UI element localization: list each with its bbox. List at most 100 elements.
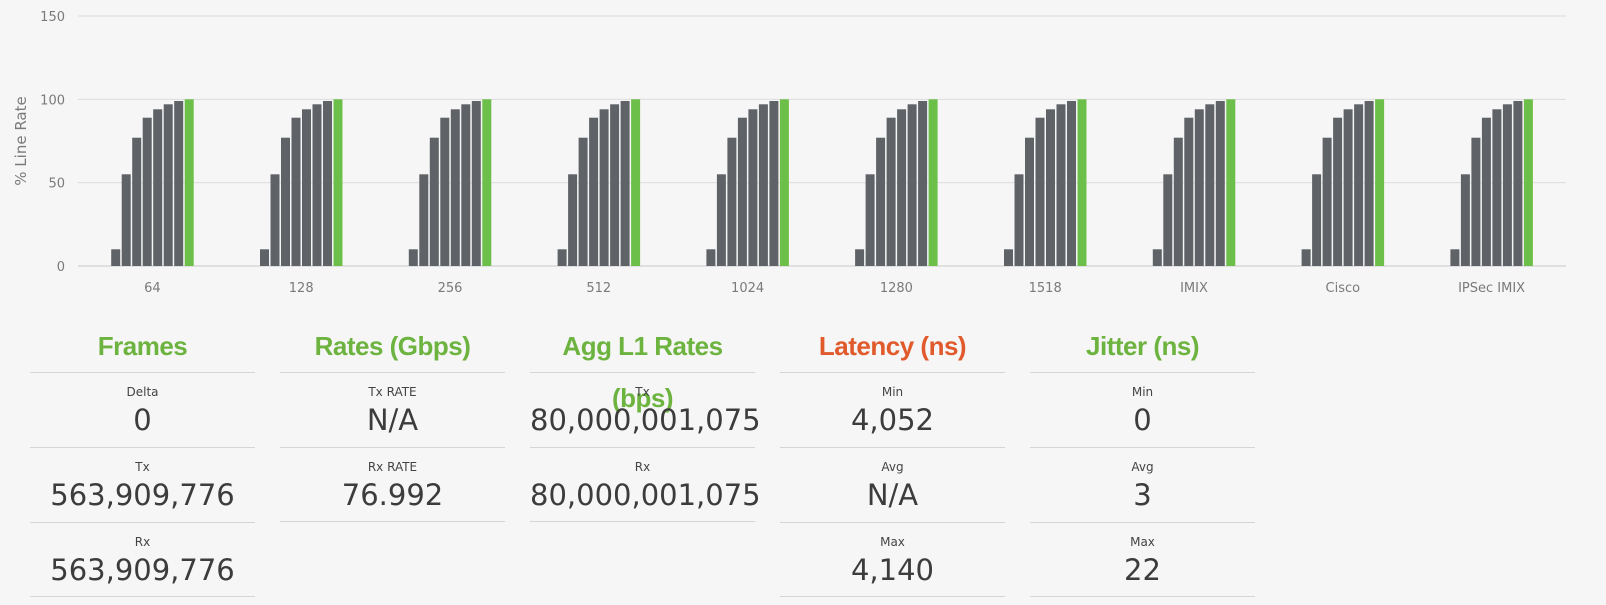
bar-ipsec-imix-3	[1481, 117, 1491, 266]
bar-1024-1	[716, 174, 726, 266]
bar-1518-7	[1077, 99, 1087, 266]
rates-tx-label: Tx RATE	[368, 385, 417, 399]
jitter-min-value: 0	[1133, 403, 1152, 437]
bar-256-5	[461, 104, 471, 266]
bar-1280-2	[876, 137, 886, 266]
bar-1024-6	[769, 101, 779, 266]
bar-256-1	[419, 174, 429, 266]
bar-ipsec-imix-5	[1502, 104, 1512, 266]
jitter-avg-cell: Avg 3	[1030, 447, 1255, 522]
bar-1518-2	[1025, 137, 1034, 266]
frames-tx-cell: Tx 563,909,776	[30, 447, 255, 522]
bar-cisco-3	[1333, 117, 1343, 266]
bar-1024-4	[748, 109, 758, 266]
x-tick-label-256: 256	[438, 281, 463, 296]
bar-1024-7	[779, 99, 789, 266]
latency-avg-cell: Avg N/A	[780, 447, 1005, 522]
bar-ipsec-imix-0	[1450, 249, 1460, 266]
bar-64-7	[184, 99, 194, 266]
x-tick-label-imix: IMIX	[1180, 281, 1208, 296]
jitter-panel: Jitter (ns) Min 0 Avg 3 Max 22	[1030, 320, 1255, 597]
bar-64-1	[121, 174, 131, 266]
bar-512-6	[620, 101, 630, 266]
x-tick-label-128: 128	[289, 281, 314, 296]
latency-min-value: 4,052	[850, 403, 935, 437]
bar-512-0	[557, 249, 567, 266]
bar-1280-6	[918, 101, 928, 266]
y-tick-label-0: 0	[57, 260, 65, 275]
latency-max-label: Max	[880, 535, 905, 549]
bar-ipsec-imix-6	[1513, 101, 1523, 266]
bar-1518-0	[1004, 249, 1013, 266]
bar-1280-5	[907, 104, 917, 266]
latency-min-cell: Min 4,052	[780, 372, 1005, 447]
bar-64-4	[153, 109, 163, 266]
rates-rx-label: Rx RATE	[367, 460, 418, 474]
bar-1024-0	[706, 249, 716, 266]
jitter-title: Jitter (ns)	[1086, 331, 1199, 361]
bar-128-1	[270, 174, 280, 266]
bar-1518-6	[1067, 101, 1076, 266]
bar-1518-3	[1035, 117, 1045, 266]
bar-128-0	[260, 249, 269, 266]
x-tick-label-1518: 1518	[1029, 281, 1062, 296]
x-tick-label-512: 512	[586, 281, 611, 296]
bar-256-2	[429, 137, 439, 266]
bar-cisco-7	[1375, 99, 1385, 266]
stats-section: Frames Delta 0 Tx 563,909,776 Rx 563,909…	[0, 320, 1606, 605]
bar-256-7	[482, 99, 492, 266]
frames-panel: Frames Delta 0 Tx 563,909,776 Rx 563,909…	[30, 320, 255, 597]
agg-rx-cell: Rx 80,000,001,075	[530, 447, 761, 522]
frames-delta-cell: Delta 0	[30, 372, 255, 447]
bar-1518-5	[1056, 104, 1066, 266]
rates-tx-value: N/A	[366, 403, 419, 437]
bar-imix-5	[1205, 104, 1215, 266]
y-axis-label: % Line Rate	[12, 96, 30, 185]
bar-64-5	[163, 104, 173, 266]
bar-256-6	[471, 101, 481, 266]
frames-rx-cell: Rx 563,909,776	[30, 522, 255, 597]
bar-1280-4	[897, 109, 907, 266]
agg-l1-title: Agg L1 Rates (bps)	[562, 331, 723, 413]
bar-128-3	[291, 117, 301, 266]
bar-imix-4	[1194, 109, 1204, 266]
rates-tx-cell: Tx RATE N/A	[280, 372, 505, 447]
bar-512-7	[631, 99, 641, 266]
bar-imix-6	[1215, 101, 1225, 266]
bar-256-4	[450, 109, 460, 266]
bar-1518-4	[1046, 109, 1055, 266]
bar-1280-7	[928, 99, 938, 266]
bar-ipsec-imix-1	[1460, 174, 1470, 266]
bar-1024-3	[737, 117, 747, 266]
y-tick-label-100: 100	[40, 93, 65, 108]
bar-1024-2	[727, 137, 737, 266]
agg-tx-label: Tx	[635, 385, 650, 399]
line-rate-chart: 0 50 100 150 % Line Rate 64 128 256 512 1024 1280 1…	[12, 10, 1566, 296]
jitter-max-label: Max	[1130, 535, 1155, 549]
x-tick-label-cisco: Cisco	[1326, 281, 1361, 296]
bar-512-5	[610, 104, 620, 266]
bar-128-2	[281, 137, 290, 266]
bar-256-3	[440, 117, 450, 266]
jitter-max-cell: Max 22	[1030, 522, 1255, 597]
x-tick-label-1024: 1024	[731, 281, 764, 296]
bar-ipsec-imix-7	[1523, 99, 1533, 266]
bar-128-5	[312, 104, 322, 266]
frames-rx-label: Rx	[134, 535, 151, 549]
bar-256-0	[408, 249, 418, 266]
agg-l1-panel: Agg L1 Rates (bps) Tx 80,000,001,075 Rx …	[530, 320, 761, 522]
bar-128-6	[323, 101, 332, 266]
bar-128-4	[302, 109, 311, 266]
rates-title: Rates (Gbps)	[314, 331, 471, 361]
bar-128-7	[333, 99, 343, 266]
x-tick-label-1280: 1280	[880, 281, 913, 296]
bar-1280-3	[886, 117, 896, 266]
y-tick-label-150: 150	[40, 10, 65, 25]
bar-cisco-4	[1343, 109, 1353, 266]
agg-rx-label: Rx	[634, 460, 651, 474]
jitter-min-cell: Min 0	[1030, 372, 1255, 447]
bar-1280-1	[865, 174, 875, 266]
bar-1518-1	[1014, 174, 1024, 266]
bar-1280-0	[855, 249, 865, 266]
jitter-max-value: 22	[1124, 553, 1161, 587]
